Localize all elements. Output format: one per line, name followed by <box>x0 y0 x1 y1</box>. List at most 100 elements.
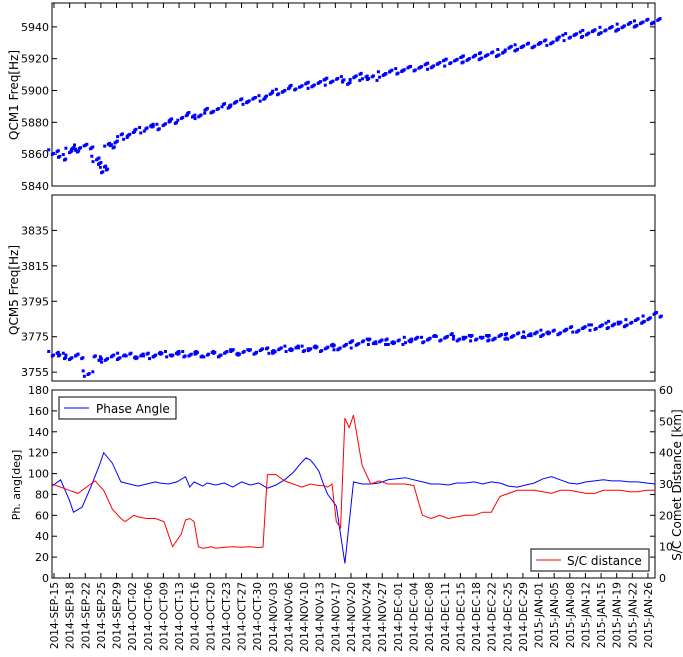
data-point <box>310 85 314 89</box>
data-point <box>232 101 236 105</box>
x-tick-label: 2014-OCT-13 <box>174 582 186 651</box>
data-point <box>374 342 378 346</box>
data-point <box>429 66 433 70</box>
data-point <box>145 352 149 356</box>
data-point <box>294 346 298 350</box>
x-tick-label: 2014-SEP-22 <box>80 582 92 649</box>
data-point <box>549 42 553 46</box>
data-point <box>375 78 379 82</box>
data-point <box>624 318 628 322</box>
data-point <box>90 154 94 158</box>
data-point <box>205 353 209 357</box>
data-point <box>383 73 387 77</box>
data-point <box>490 51 494 55</box>
x-tick-label: 2014-DEC-18 <box>471 582 483 652</box>
y-tick-label: 180 <box>28 384 49 397</box>
data-point <box>635 318 639 322</box>
data-point <box>469 334 473 338</box>
x-tick-label: 2014-DEC-01 <box>393 582 405 652</box>
data-point <box>360 340 364 344</box>
y-tick-label-right: 30 <box>659 478 673 491</box>
data-point <box>95 158 99 162</box>
data-point <box>267 351 271 355</box>
x-tick-label: 2015-JAN-19 <box>612 582 624 648</box>
data-point <box>533 332 537 336</box>
y-tick-label: 3775 <box>21 331 49 344</box>
x-tick-label: 2015-JAN-26 <box>643 582 655 649</box>
data-point <box>426 67 429 71</box>
data-point <box>299 85 303 89</box>
data-point <box>212 351 216 355</box>
data-point <box>555 37 559 41</box>
data-point <box>306 349 310 353</box>
data-point <box>328 81 332 85</box>
data-point <box>104 168 108 172</box>
data-point <box>539 328 543 332</box>
data-point <box>413 337 417 341</box>
data-point <box>281 90 284 94</box>
data-point <box>301 350 305 353</box>
data-point <box>111 146 115 150</box>
data-point <box>165 355 169 359</box>
data-point <box>133 128 137 132</box>
data-point <box>564 328 568 332</box>
data-point <box>335 77 339 81</box>
data-point <box>626 22 630 26</box>
data-point <box>144 127 148 131</box>
x-tick-label: 2015-JAN-15 <box>596 582 608 648</box>
data-point <box>297 346 300 350</box>
data-point <box>629 321 633 325</box>
data-point <box>346 82 350 86</box>
data-point <box>128 352 132 356</box>
data-point <box>336 348 340 352</box>
data-point <box>55 351 59 355</box>
data-point <box>150 125 154 129</box>
data-point <box>545 43 549 47</box>
data-point <box>247 349 251 353</box>
data-point <box>245 101 249 105</box>
data-point <box>88 147 92 151</box>
data-point <box>91 370 95 374</box>
data-point <box>551 329 555 333</box>
x-tick-label: 2014-DEC-29 <box>518 582 530 652</box>
data-point <box>367 338 371 342</box>
data-point <box>332 348 336 352</box>
data-point <box>138 126 142 129</box>
data-point <box>202 355 206 359</box>
data-point <box>139 354 143 358</box>
data-point <box>444 335 448 339</box>
data-point <box>156 128 160 132</box>
y-tick-label-right: 20 <box>659 509 673 522</box>
data-point <box>609 26 613 29</box>
data-point <box>365 78 369 81</box>
data-point <box>203 108 207 112</box>
data-point <box>614 29 618 33</box>
data-point <box>584 33 588 37</box>
data-point <box>339 75 343 79</box>
y-tick-label: 3815 <box>21 260 49 273</box>
sc-distance-line <box>51 414 655 549</box>
data-point <box>426 338 430 342</box>
data-point <box>216 355 220 359</box>
x-tick-label: 2014-NOV-10 <box>299 582 311 652</box>
x-tick-label: 2014-DEC-08 <box>424 582 436 652</box>
data-point <box>404 341 407 345</box>
x-tick-label: 2014-SEP-15 <box>49 582 61 649</box>
data-point <box>276 93 279 97</box>
data-point <box>305 81 309 85</box>
data-point <box>503 48 507 52</box>
data-point <box>516 332 519 336</box>
legend-sc-distance: S/C distance <box>530 548 650 572</box>
data-point <box>540 334 544 338</box>
x-tick-label: 2014-OCT-27 <box>237 582 249 651</box>
data-point <box>186 111 190 115</box>
data-point <box>512 334 516 338</box>
data-point <box>402 335 406 339</box>
data-point <box>423 63 427 67</box>
x-tick-label: 2014-OCT-16 <box>190 582 202 651</box>
data-point <box>622 325 626 329</box>
y-tick-label: 0 <box>42 572 49 585</box>
data-point <box>331 79 335 83</box>
qcm1-y-axis-label: QCM1 Freq[Hz] <box>7 50 21 140</box>
